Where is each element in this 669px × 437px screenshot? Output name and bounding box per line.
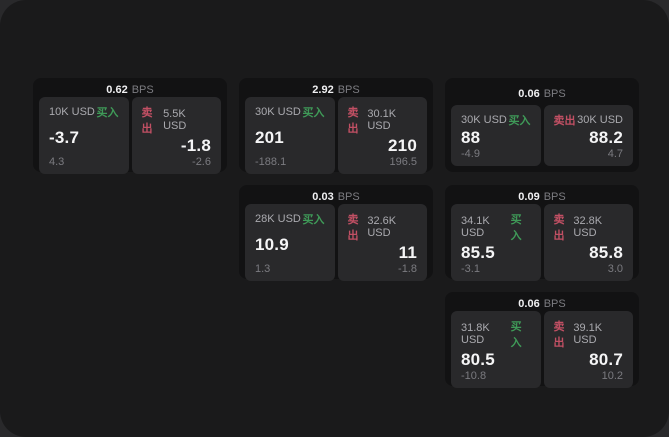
buy-delta: 1.3	[255, 263, 271, 275]
sell-delta: 4.7	[607, 148, 623, 160]
bps-header: 2.92 BPS	[245, 84, 427, 96]
sell-side-label: 卖出	[347, 107, 359, 135]
bps-unit-label: BPS	[337, 191, 360, 203]
sell-panel[interactable]: 卖出 30K USD 88.2 4.7	[543, 105, 633, 166]
buy-side-label: 买入	[302, 107, 325, 119]
buy-amount: 30K USD	[461, 114, 507, 126]
quote-card-grid: 0.62 BPS 10K USD 买入 -3.7 4.3 卖出	[33, 78, 639, 388]
sell-amount: 30.1K USD	[367, 108, 397, 132]
sell-delta: 10.2	[601, 370, 623, 382]
sell-price: 80.7	[589, 350, 623, 369]
bps-header: 0.03 BPS	[245, 191, 427, 203]
buy-panel[interactable]: 30K USD 买入 201 -188.1	[245, 97, 335, 174]
buy-delta: -10.8	[461, 370, 487, 382]
sell-panel[interactable]: 卖出 32.6K USD 11 -1.8	[337, 204, 427, 281]
bps-header: 0.62 BPS	[39, 84, 221, 96]
sell-amount: 5.5K USD	[163, 108, 187, 132]
sell-panel[interactable]: 卖出 5.5K USD -1.8 -2.6	[131, 97, 221, 174]
buy-amount: 31.8K USD	[461, 322, 490, 346]
sell-amount: 32.8K USD	[573, 215, 603, 239]
bps-unit-label: BPS	[543, 191, 566, 203]
bps-unit-label: BPS	[337, 84, 360, 96]
bps-value: 0.06	[518, 298, 540, 310]
buy-amount: 28K USD	[255, 213, 301, 225]
buy-delta: -3.1	[461, 263, 480, 275]
buy-price: 88	[461, 128, 481, 147]
sell-price: 210	[388, 136, 417, 155]
buy-amount: 10K USD	[49, 106, 95, 118]
sell-amount: 39.1K USD	[573, 322, 603, 346]
buy-price: -3.7	[49, 128, 80, 147]
bps-value: 0.03	[312, 191, 334, 203]
sell-price: 88.2	[589, 128, 623, 147]
bps-unit-label: BPS	[543, 88, 566, 100]
buy-delta: 4.3	[49, 156, 65, 168]
buy-side-label: 买入	[96, 107, 119, 119]
sell-side-label: 卖出	[553, 214, 565, 242]
buy-panel[interactable]: 31.8K USD 买入 80.5 -10.8	[451, 311, 541, 388]
sell-delta: 3.0	[607, 263, 623, 275]
sell-side-label: 卖出	[553, 115, 576, 127]
sell-amount: 32.6K USD	[367, 215, 397, 239]
quote-card[interactable]: 0.62 BPS 10K USD 买入 -3.7 4.3 卖出	[33, 78, 227, 174]
sell-delta: -1.8	[398, 263, 417, 275]
buy-side-label: 买入	[510, 214, 522, 242]
buy-price: 80.5	[461, 350, 495, 369]
sell-price: 85.8	[589, 243, 623, 262]
sell-side-label: 卖出	[141, 107, 153, 135]
sell-side-label: 卖出	[553, 321, 565, 349]
buy-amount: 34.1K USD	[461, 215, 490, 239]
buy-amount: 30K USD	[255, 106, 301, 118]
bps-value: 0.06	[518, 88, 540, 100]
sell-delta: 196.5	[389, 156, 417, 168]
quote-card[interactable]: 0.06 BPS 31.8K USD 买入 80.5 -10.8 卖	[445, 292, 639, 388]
sell-side-label: 卖出	[347, 214, 359, 242]
buy-panel[interactable]: 30K USD 买入 88 -4.9	[451, 105, 541, 166]
bps-header: 0.06 BPS	[451, 298, 633, 310]
buy-side-label: 买入	[510, 321, 522, 349]
buy-side-label: 买入	[302, 214, 325, 226]
buy-price: 201	[255, 128, 284, 147]
bps-header: 0.09 BPS	[451, 191, 633, 203]
bps-header: 0.06 BPS	[451, 84, 633, 104]
buy-delta: -188.1	[255, 156, 287, 168]
quote-card[interactable]: 2.92 BPS 30K USD 买入 201 -188.1 卖出	[239, 78, 433, 174]
quote-card[interactable]: 0.03 BPS 28K USD 买入 10.9 1.3 卖出	[239, 185, 433, 281]
sell-panel[interactable]: 卖出 39.1K USD 80.7 10.2	[543, 311, 633, 388]
buy-delta: -4.9	[461, 148, 480, 160]
sell-panel[interactable]: 卖出 30.1K USD 210 196.5	[337, 97, 427, 174]
bps-value: 2.92	[312, 84, 334, 96]
sell-delta: -2.6	[192, 156, 211, 168]
buy-panel[interactable]: 28K USD 买入 10.9 1.3	[245, 204, 335, 281]
bps-unit-label: BPS	[131, 84, 154, 96]
buy-side-label: 买入	[508, 115, 531, 127]
quote-card[interactable]: 0.06 BPS 30K USD 买入 88 -4.9 卖出	[445, 78, 639, 172]
bps-value: 0.62	[106, 84, 128, 96]
buy-panel[interactable]: 10K USD 买入 -3.7 4.3	[39, 97, 129, 174]
buy-price: 85.5	[461, 243, 495, 262]
sell-price: 11	[398, 243, 417, 262]
quote-card[interactable]: 0.09 BPS 34.1K USD 买入 85.5 -3.1 卖出	[445, 185, 639, 281]
buy-price: 10.9	[255, 235, 289, 254]
bps-value: 0.09	[518, 191, 540, 203]
sell-panel[interactable]: 卖出 32.8K USD 85.8 3.0	[543, 204, 633, 281]
bps-unit-label: BPS	[543, 298, 566, 310]
buy-panel[interactable]: 34.1K USD 买入 85.5 -3.1	[451, 204, 541, 281]
sell-price: -1.8	[180, 136, 211, 155]
sell-amount: 30K USD	[577, 114, 623, 126]
